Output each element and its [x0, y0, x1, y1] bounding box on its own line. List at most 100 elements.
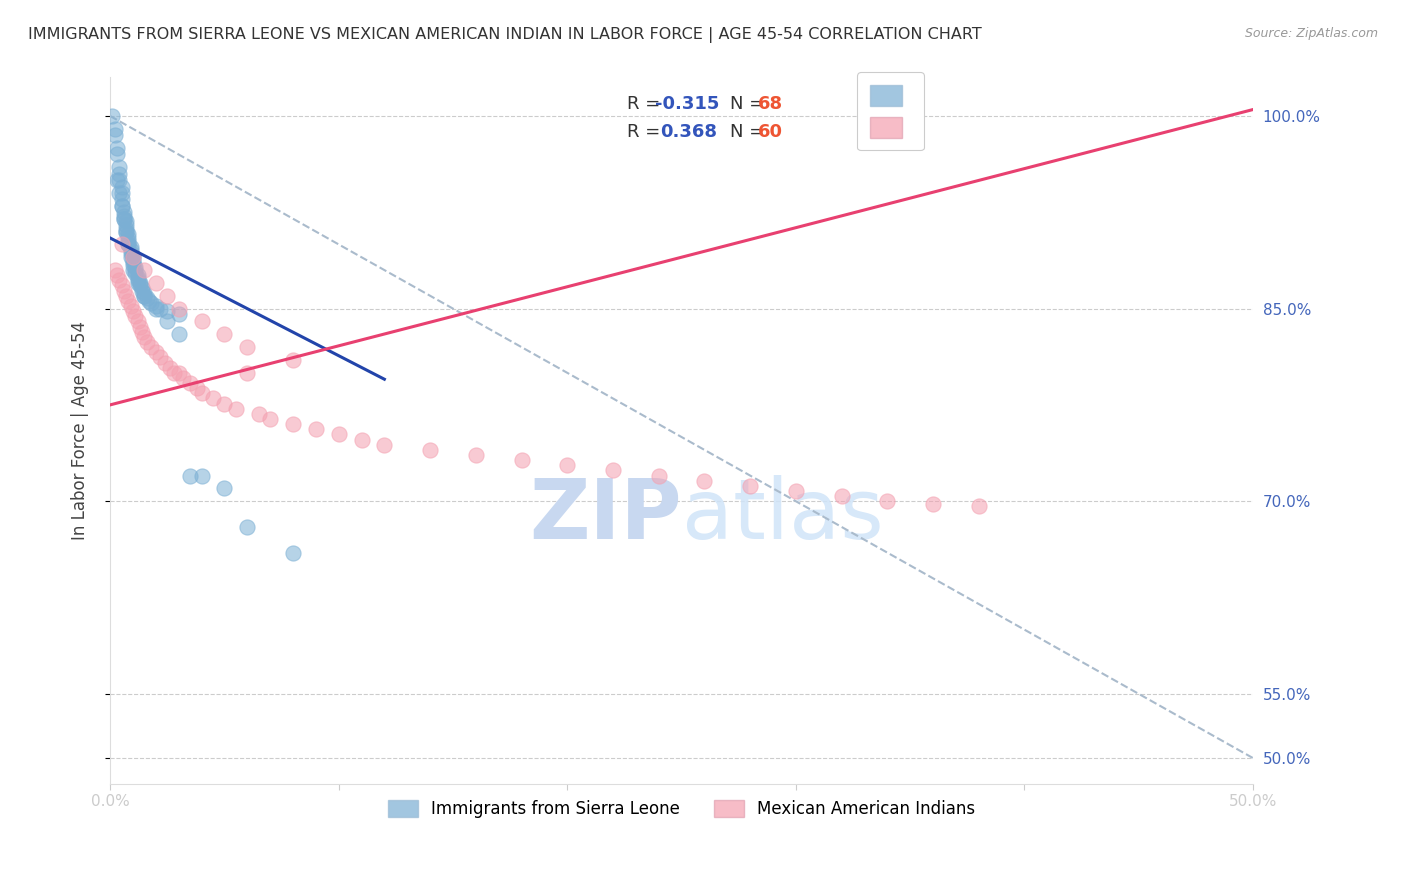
Text: 60: 60: [758, 123, 783, 141]
Point: [127, 314, 149, 328]
Point: [101, 109, 124, 123]
Point: [647, 468, 669, 483]
Point: [876, 494, 898, 508]
Point: [156, 314, 179, 328]
Point: [115, 214, 138, 228]
Text: ZIP: ZIP: [529, 475, 682, 556]
Point: [134, 286, 156, 301]
Point: [201, 392, 224, 406]
Point: [122, 250, 145, 264]
Point: [120, 243, 142, 257]
Point: [145, 276, 167, 290]
Point: [138, 293, 160, 308]
Point: [122, 255, 145, 269]
Point: [785, 483, 807, 498]
Point: [167, 366, 190, 380]
Point: [108, 161, 131, 175]
Point: [190, 468, 212, 483]
Point: [122, 258, 145, 272]
Point: [149, 351, 172, 365]
Point: [167, 327, 190, 342]
Point: [110, 186, 132, 200]
Point: [122, 263, 145, 277]
Point: [110, 179, 132, 194]
Point: [104, 121, 127, 136]
Point: [179, 376, 201, 390]
Point: [115, 225, 138, 239]
Point: [117, 293, 139, 308]
Point: [127, 276, 149, 290]
Point: [738, 479, 761, 493]
Point: [281, 353, 304, 368]
Point: [105, 141, 128, 155]
Point: [172, 371, 194, 385]
Point: [117, 234, 139, 248]
Point: [127, 273, 149, 287]
Point: [510, 453, 533, 467]
Point: [124, 266, 146, 280]
Point: [602, 463, 624, 477]
Point: [128, 319, 150, 334]
Point: [179, 468, 201, 483]
Point: [105, 147, 128, 161]
Point: [145, 299, 167, 313]
Point: [124, 310, 146, 324]
Point: [117, 237, 139, 252]
Point: [145, 301, 167, 316]
Point: [134, 330, 156, 344]
Point: [124, 260, 146, 275]
Point: [236, 520, 259, 534]
Point: [122, 304, 145, 318]
Point: [110, 278, 132, 293]
Point: [145, 345, 167, 359]
Point: [124, 263, 146, 277]
Point: [112, 211, 135, 226]
Point: [128, 278, 150, 293]
Point: [693, 474, 716, 488]
Point: [115, 222, 138, 236]
Point: [128, 276, 150, 290]
Point: [120, 299, 142, 313]
Point: [922, 497, 945, 511]
Point: [134, 289, 156, 303]
Point: [108, 167, 131, 181]
Point: [373, 438, 395, 452]
Point: [112, 284, 135, 298]
Point: [967, 500, 990, 514]
Point: [156, 304, 179, 318]
Point: [115, 289, 138, 303]
Point: [464, 448, 486, 462]
Point: [259, 412, 281, 426]
Point: [104, 263, 127, 277]
Text: Source: ZipAtlas.com: Source: ZipAtlas.com: [1244, 27, 1378, 40]
Point: [149, 301, 172, 316]
Text: R =: R =: [627, 123, 672, 141]
Point: [112, 209, 135, 223]
Point: [108, 173, 131, 187]
Point: [112, 205, 135, 219]
Text: -0.315: -0.315: [655, 95, 720, 113]
Point: [127, 268, 149, 283]
Point: [120, 240, 142, 254]
Point: [305, 422, 328, 436]
Point: [159, 360, 181, 375]
Point: [134, 263, 156, 277]
Point: [131, 284, 153, 298]
Point: [131, 281, 153, 295]
Point: [117, 231, 139, 245]
Legend: Immigrants from Sierra Leone, Mexican American Indians: Immigrants from Sierra Leone, Mexican Am…: [381, 793, 981, 825]
Point: [110, 199, 132, 213]
Point: [419, 442, 441, 457]
Point: [120, 250, 142, 264]
Text: atlas: atlas: [682, 475, 883, 556]
Point: [134, 289, 156, 303]
Point: [214, 327, 236, 342]
Point: [115, 225, 138, 239]
Point: [214, 396, 236, 410]
Point: [167, 307, 190, 321]
Point: [350, 433, 373, 447]
Point: [105, 268, 128, 283]
Point: [214, 482, 236, 496]
Point: [281, 545, 304, 559]
Point: [117, 227, 139, 241]
